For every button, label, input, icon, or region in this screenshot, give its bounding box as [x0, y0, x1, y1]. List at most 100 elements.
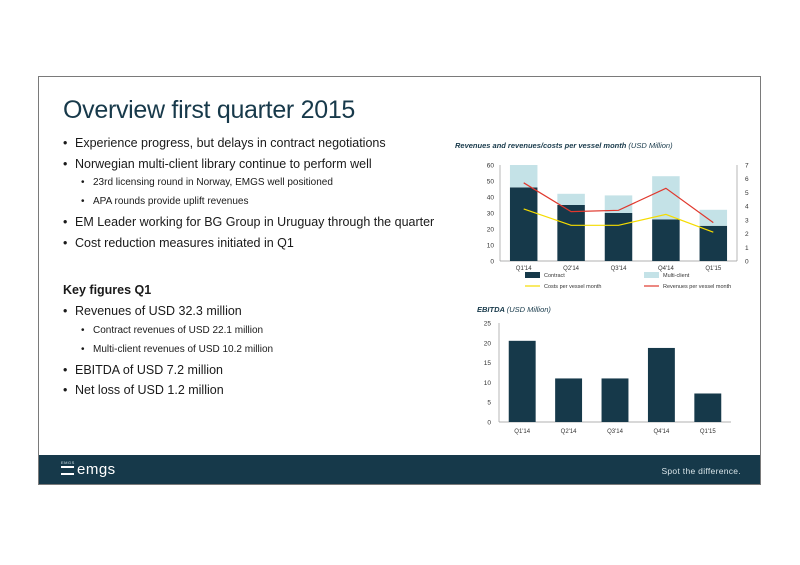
footer-bar: EMGS emgs Spot the difference.	[39, 455, 760, 484]
x-tick-label: Q2'14	[561, 429, 577, 435]
bullet-text: Cost reduction measures initiated in Q1	[75, 235, 294, 250]
legend-label: Multi-client	[663, 273, 690, 279]
legend-label: Contract	[544, 273, 565, 279]
bullet-dot-icon: •	[63, 156, 68, 171]
multi-client-bar	[509, 165, 538, 188]
bullet-text: Norwegian multi-client library continue …	[75, 156, 372, 171]
legend-swatch	[644, 272, 659, 278]
ebitda-chart: 0 5 10 15 20 25 Q1'14 Q2'14 Q3'14 Q4'14 Q1'15	[484, 321, 731, 435]
legend-swatch	[525, 272, 540, 278]
tagline: Spot the difference.	[661, 466, 741, 476]
x-tick-label: Q3'14	[607, 429, 623, 435]
bullet-item: • EM Leader working for BG Group in Urugu…	[63, 215, 434, 229]
ebitda-bar	[647, 347, 675, 422]
costs-per-vessel-line	[523, 208, 714, 233]
bullet-dot-icon: •	[81, 196, 85, 207]
x-tick-label: Q4'14	[653, 429, 669, 435]
y2-tick-label: 7	[745, 163, 749, 170]
contract-bar	[509, 187, 538, 261]
ebitda-bar	[601, 378, 629, 422]
x-tick-label: Q4'14	[658, 266, 674, 272]
y-tick-label: 20	[484, 340, 492, 347]
x-tick-label: Q1'14	[514, 429, 530, 435]
y-tick-label: 25	[484, 321, 492, 328]
x-tick-label: Q1'14	[516, 266, 532, 272]
ebitda-chart-unit: (USD Million)	[506, 305, 551, 314]
bullet-text: 23rd licensing round in Norway, EMGS wel…	[93, 177, 333, 188]
y-tick-label: 40	[487, 195, 495, 202]
key-figure-item: • EBITDA of USD 7.2 million	[63, 363, 223, 377]
y-tick-label: 0	[487, 420, 491, 427]
key-figure-text: Revenues of USD 32.3 million	[75, 304, 242, 318]
bullet-item: • Cost reduction measures initiated in Q1	[63, 236, 294, 250]
y2-tick-label: 3	[745, 217, 749, 224]
bullet-item: • 23rd licensing round in Norway, EMGS we…	[81, 177, 333, 188]
multi-client-bar	[557, 193, 585, 205]
key-figure-text: Multi-client revenues of USD 10.2 millio…	[93, 343, 274, 355]
legend-label: Costs per vessel month	[544, 284, 601, 290]
y2-tick-label: 5	[745, 190, 749, 197]
ebitda-bar	[508, 340, 536, 422]
bullet-dot-icon: •	[63, 304, 68, 318]
revenues-per-vessel-line	[523, 182, 714, 224]
x-tick-label: Q2'14	[563, 266, 579, 272]
revenue-chart-title: Revenues and revenues/costs per vessel m…	[455, 141, 673, 150]
y-tick-label: 15	[484, 360, 492, 367]
revenue-chart: 0 10 20 30 40 50 60 0 1 2 3 4 5 6 7 Q1'14 Q2'14 Q3'14 Q4'1…	[487, 163, 749, 291]
x-tick-label: Q1'15	[705, 266, 721, 272]
multi-client-bar	[652, 176, 680, 220]
bullet-dot-icon: •	[63, 362, 68, 377]
x-tick-label: Q1'15	[700, 429, 716, 435]
bullet-dot-icon: •	[81, 177, 85, 188]
ebitda-chart-title-text: EBITDA	[477, 305, 505, 314]
ebitda-chart-title: EBITDA (USD Million)	[477, 305, 551, 314]
key-figure-item: • Revenues of USD 32.3 million	[63, 304, 242, 318]
key-figure-text: EBITDA of USD 7.2 million	[75, 362, 223, 377]
bullet-dot-icon: •	[63, 235, 68, 250]
y-tick-label: 10	[484, 380, 492, 387]
legend-label: Revenues per vessel month	[663, 284, 731, 290]
key-figure-item: • Multi-client revenues of USD 10.2 milli…	[81, 344, 273, 355]
logo-small-text: EMGS	[61, 460, 75, 465]
x-tick-label: Q3'14	[611, 266, 627, 272]
bullet-text: APA rounds provide uplift revenues	[93, 196, 249, 207]
y-tick-label: 10	[487, 243, 495, 250]
slide-title: Overview first quarter 2015	[63, 96, 356, 124]
contract-bar	[652, 219, 680, 261]
bullet-item: • Norwegian multi-client library continue…	[63, 157, 372, 171]
y-tick-label: 60	[487, 163, 495, 170]
emgs-logo: EMGS emgs	[61, 460, 116, 478]
multi-client-bar	[604, 195, 633, 213]
contract-bar	[699, 225, 728, 261]
bullet-item: • APA rounds provide uplift revenues	[81, 196, 248, 207]
y-tick-label: 0	[490, 259, 494, 266]
y2-tick-label: 6	[745, 176, 749, 183]
y-tick-label: 5	[487, 400, 491, 407]
revenue-chart-unit: (USD Million)	[628, 141, 673, 150]
bullet-dot-icon: •	[81, 343, 85, 355]
bullet-item: • Experience progress, but delays in cont…	[63, 136, 386, 150]
y2-tick-label: 4	[745, 204, 749, 211]
bullet-dot-icon: •	[81, 324, 85, 336]
ebitda-bar	[555, 378, 583, 422]
bullet-text: EM Leader working for BG Group in Urugua…	[75, 215, 435, 229]
logo-text: emgs	[77, 461, 116, 478]
key-figure-item: • Net loss of USD 1.2 million	[63, 383, 224, 397]
bullet-text: Experience progress, but delays in contr…	[75, 136, 386, 150]
y-tick-label: 30	[487, 211, 495, 218]
y2-tick-label: 1	[745, 245, 749, 252]
multi-client-bar	[699, 209, 728, 226]
key-figure-item: • Contract revenues of USD 22.1 million	[81, 325, 263, 336]
contract-bar	[604, 213, 633, 261]
ebitda-bar	[694, 393, 722, 422]
slide: Overview first quarter 2015 • Experience …	[38, 76, 761, 485]
revenue-chart-title-text: Revenues and revenues/costs per vessel m…	[455, 141, 627, 150]
bullet-dot-icon: •	[63, 215, 68, 229]
y2-tick-label: 0	[745, 259, 749, 266]
key-figures-heading: Key figures Q1	[63, 283, 152, 297]
key-figure-text: Contract revenues of USD 22.1 million	[93, 324, 264, 336]
y2-tick-label: 2	[745, 231, 749, 238]
y-tick-label: 20	[487, 227, 495, 234]
contract-bar	[557, 205, 585, 261]
logo-wave-icon	[61, 465, 74, 475]
